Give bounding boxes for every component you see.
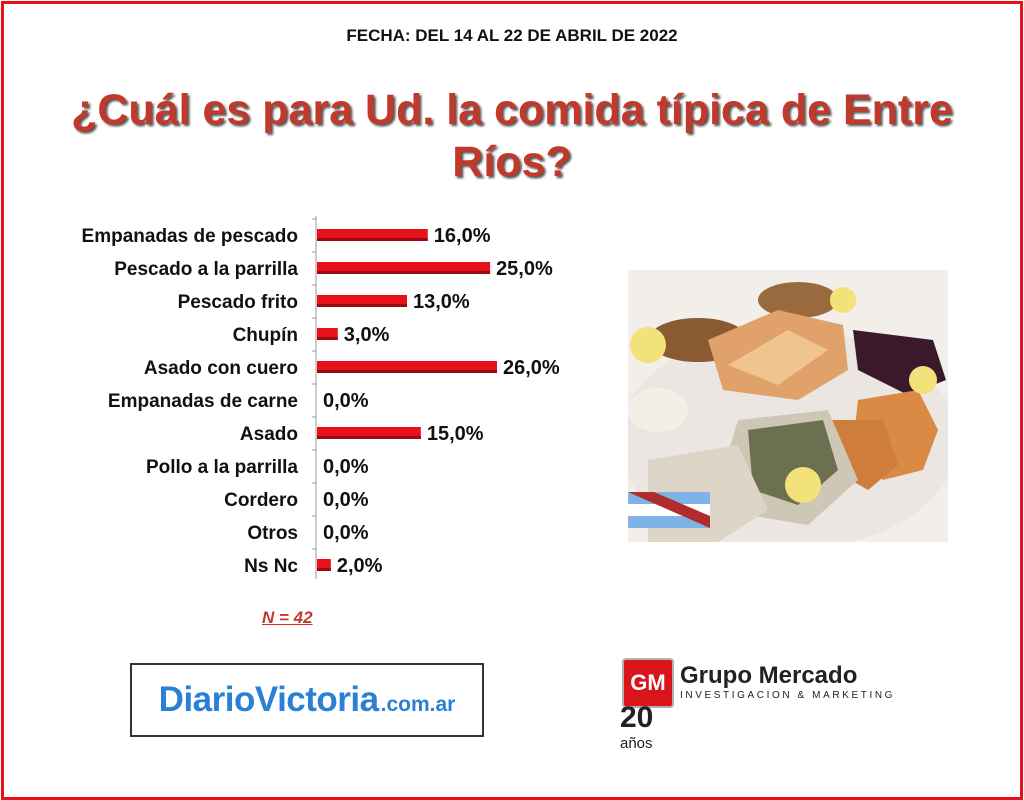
value-label: 0,0% <box>323 390 369 412</box>
bar-shadow <box>317 337 338 340</box>
sponsor-name: DiarioVictoria <box>158 680 379 719</box>
category-label: Asado con cuero <box>144 358 298 379</box>
category-label: Pollo a la parrilla <box>146 457 298 478</box>
value-label: 0,0% <box>323 456 369 478</box>
sponsor-logo: DiarioVictoria .com.ar <box>130 663 484 737</box>
category-label: Chupín <box>233 325 298 346</box>
pollster-subtitle: INVESTIGACION & MARKETING <box>680 690 896 701</box>
category-label: Empanadas de carne <box>108 391 298 412</box>
value-label: 26,0% <box>503 357 560 379</box>
chart-title: ¿Cuál es para Ud. la comida típica de En… <box>71 86 953 186</box>
survey-date: FECHA: DEL 14 AL 22 DE ABRIL DE 2022 <box>346 26 678 45</box>
value-label: 15,0% <box>427 423 484 445</box>
value-label: 2,0% <box>337 555 383 577</box>
category-label: Pescado a la parrilla <box>114 259 298 280</box>
category-label: Cordero <box>224 490 298 511</box>
value-label: 3,0% <box>344 324 390 346</box>
category-label: Ns Nc <box>244 556 298 577</box>
bar-shadow <box>317 238 428 241</box>
value-label: 0,0% <box>323 489 369 511</box>
sponsor-domain: .com.ar <box>380 693 456 716</box>
value-label: 13,0% <box>413 291 470 313</box>
sample-size-label: N = 42 <box>262 608 313 627</box>
gm-logo-icon: GM <box>622 658 674 708</box>
pollster-years-word: años <box>620 735 653 752</box>
value-label: 25,0% <box>496 258 553 280</box>
category-label: Pescado frito <box>178 292 298 313</box>
category-label: Asado <box>240 424 298 445</box>
category-label: Otros <box>247 523 298 544</box>
value-label: 0,0% <box>323 522 369 544</box>
value-label: 16,0% <box>434 225 491 247</box>
bar-shadow <box>317 436 421 439</box>
bar-shadow <box>317 370 497 373</box>
bar-shadow <box>317 568 331 571</box>
category-label: Empanadas de pescado <box>82 226 298 247</box>
pollster-name: Grupo Mercado <box>680 662 858 689</box>
bar-chart: Empanadas de pescado 16,0% Pescado a la pa… <box>82 216 560 579</box>
bar-shadow <box>317 271 491 274</box>
bar-shadow <box>317 304 407 307</box>
food-photo <box>628 270 948 542</box>
pollster-years: 20 <box>620 701 654 734</box>
